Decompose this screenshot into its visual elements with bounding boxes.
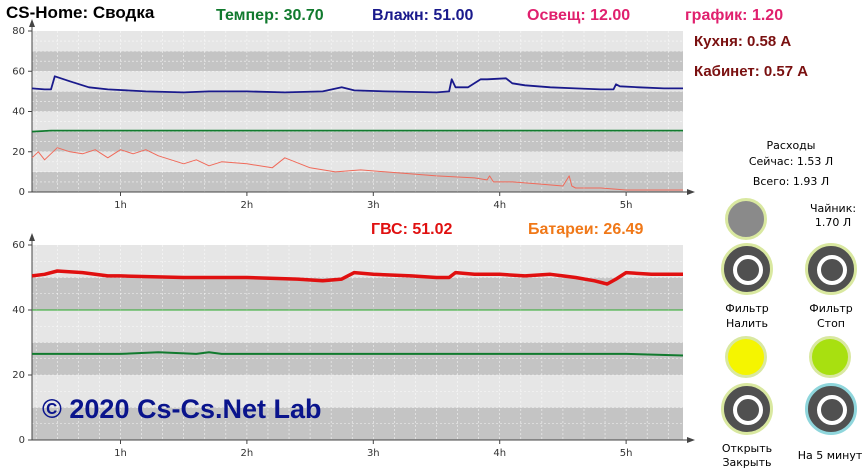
radiators-readout: Батареи: 26.49 — [528, 221, 644, 238]
x-tick-label: 5h — [620, 200, 633, 211]
series-line-1 — [31, 269, 683, 286]
x-tick-label: 1h — [114, 448, 127, 459]
series-line-2 — [31, 129, 683, 133]
x-tick-label: 5h — [620, 448, 633, 459]
temperature-readout: Темпер: 30.70 — [216, 7, 324, 24]
graph-readout: график: 1.20 — [685, 7, 784, 24]
water-now-readout: Сейчас: 1.53 Л — [748, 155, 834, 168]
y-axis-arrow — [29, 233, 35, 241]
filter-stop-label-line1: Фильтр — [809, 302, 853, 315]
y-tick-label: 80 — [12, 26, 25, 37]
x-axis-arrow — [687, 437, 695, 443]
y-tick-label: 40 — [12, 107, 25, 118]
x-tick-label: 3h — [367, 200, 380, 211]
y-tick-label: 20 — [12, 147, 25, 158]
five-minutes-label: На 5 минут — [797, 449, 863, 462]
hot-water-readout: ГВС: 51.02 — [371, 221, 453, 238]
light-readout: Освещ: 12.00 — [527, 7, 631, 24]
y-tick-label: 0 — [19, 435, 25, 446]
filter-fill-label-line2: Налить — [725, 317, 769, 330]
open-close-button[interactable] — [721, 383, 773, 435]
timer-indicator-lamp — [809, 336, 851, 378]
y-tick-label: 60 — [12, 66, 25, 77]
open-label: Открыть — [721, 442, 773, 455]
y-tick-label: 20 — [12, 370, 25, 381]
x-tick-label: 4h — [493, 448, 506, 459]
valve-indicator-lamp — [725, 336, 767, 378]
water-total-readout: Всего: 1.93 Л — [752, 175, 830, 188]
series-line-3 — [32, 351, 684, 357]
heating-chart: 0 20 40 60 1h 2h 3h 4h 5h — [12, 233, 695, 459]
series-line-3 — [31, 147, 683, 191]
y-axis-arrow — [29, 19, 35, 27]
water-consumption-title: Расходы — [766, 139, 816, 152]
x-tick-label: 3h — [367, 448, 380, 459]
kitchen-current-readout: Кухня: 0.58 A — [694, 33, 792, 50]
close-label: Закрыть — [722, 456, 772, 469]
x-tick-label: 4h — [493, 200, 506, 211]
filter-stop-button[interactable] — [805, 243, 857, 295]
copyright-text: © 2020 Cs-Cs.Net Lab — [42, 394, 322, 424]
y-tick-label: 0 — [19, 187, 25, 198]
status-indicator-lamp — [725, 198, 767, 240]
x-tick-label: 2h — [241, 448, 254, 459]
climate-chart: 0 20 40 60 80 1h 2h 3h 4h 5h — [12, 19, 695, 211]
series-line-1 — [31, 75, 683, 94]
y-tick-label: 60 — [12, 240, 25, 251]
x-tick-label: 2h — [241, 200, 254, 211]
kettle-volume-readout: 1.70 Л — [814, 216, 852, 229]
office-current-readout: Кабинет: 0.57 A — [694, 63, 809, 80]
humidity-readout: Влажн: 51.00 — [372, 7, 474, 24]
filter-fill-label-line1: Фильтр — [725, 302, 769, 315]
filter-stop-label-line2: Стоп — [816, 317, 845, 330]
y-tick-label: 40 — [12, 305, 25, 316]
page-title: CS-Home: Сводка — [6, 3, 155, 22]
kettle-label: Чайник: — [809, 202, 857, 215]
x-tick-label: 1h — [114, 200, 127, 211]
x-axis-arrow — [687, 189, 695, 195]
five-minutes-button[interactable] — [805, 383, 857, 435]
filter-fill-button[interactable] — [721, 243, 773, 295]
